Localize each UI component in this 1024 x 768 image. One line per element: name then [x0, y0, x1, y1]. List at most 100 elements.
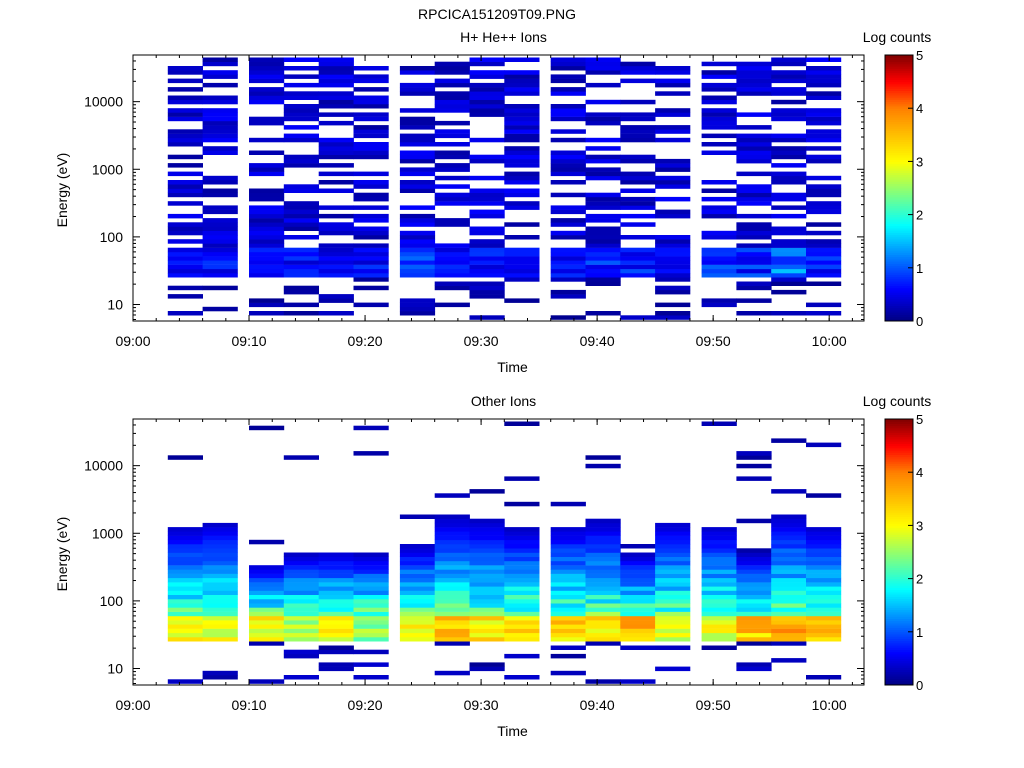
- heatmap-cell: [283, 637, 319, 642]
- heatmap-cell: [550, 57, 586, 62]
- heatmap-cell: [550, 268, 586, 274]
- heatmap-cell: [202, 108, 238, 113]
- heatmap-cell: [550, 247, 586, 253]
- colorbar-swatch: [885, 148, 913, 151]
- colorbar-swatch: [885, 150, 913, 154]
- colorbar-tick-label: 5: [916, 48, 923, 63]
- heatmap-cell: [701, 235, 737, 240]
- heatmap-cell: [771, 560, 807, 566]
- heatmap-cell: [655, 239, 691, 244]
- heatmap-cell: [655, 251, 691, 257]
- heatmap-cell: [655, 302, 691, 308]
- heatmap-cell: [771, 641, 807, 646]
- colorbar-swatch: [885, 117, 913, 120]
- x-tick-label: 09:00: [115, 333, 150, 349]
- colorbar-tick-label: 0: [916, 678, 923, 693]
- heatmap-cell: [701, 133, 737, 139]
- heatmap-cell: [504, 637, 540, 642]
- heatmap-cell: [283, 628, 319, 634]
- colorbar-swatch: [885, 425, 913, 429]
- heatmap-cell: [202, 218, 238, 223]
- heatmap-cell: [771, 239, 807, 244]
- heatmap-cell: [353, 552, 389, 557]
- heatmap-cell: [399, 137, 436, 143]
- heatmap-cell: [249, 137, 285, 143]
- colorbar-swatch: [885, 534, 913, 537]
- heatmap-cell: [318, 645, 354, 650]
- heatmap-cell: [353, 116, 389, 122]
- heatmap-cell: [434, 243, 470, 248]
- colorbar-swatch: [885, 265, 913, 269]
- heatmap-cell: [736, 285, 772, 291]
- heatmap-cell: [318, 188, 354, 193]
- heatmap-cell: [283, 653, 319, 659]
- heatmap-cell: [771, 273, 807, 278]
- heatmap-cell: [585, 607, 621, 612]
- heatmap-cell: [318, 582, 354, 587]
- heatmap-cell: [806, 222, 842, 227]
- heatmap-cell: [434, 641, 470, 646]
- heatmap-cell: [434, 670, 470, 676]
- y-tick-label: 100: [100, 593, 124, 609]
- heatmap-cell: [249, 163, 285, 168]
- heatmap-cell: [283, 624, 319, 629]
- heatmap-cell: [399, 306, 436, 312]
- heatmap-cell: [469, 230, 505, 236]
- heatmap-cell: [806, 260, 842, 265]
- heatmap-cell: [585, 552, 621, 557]
- heatmap-cell: [585, 264, 621, 270]
- heatmap-cell: [585, 539, 621, 545]
- heatmap-cell: [167, 268, 203, 274]
- heatmap-cell: [283, 615, 319, 621]
- colorbar-swatch: [885, 94, 913, 98]
- heatmap-cell: [167, 582, 203, 587]
- heatmap-cell: [283, 311, 319, 316]
- heatmap-cell: [167, 679, 203, 684]
- heatmap-cell: [620, 180, 656, 185]
- heatmap-cell: [620, 628, 656, 634]
- heatmap-cell: [550, 637, 586, 642]
- heatmap-cell: [550, 167, 586, 172]
- colorbar-swatch: [885, 430, 913, 433]
- heatmap-cell: [771, 171, 807, 177]
- heatmap-cell: [202, 556, 238, 562]
- heatmap-cell: [353, 607, 389, 612]
- heatmap-cell: [806, 632, 842, 638]
- colorbar-swatch: [885, 634, 913, 637]
- heatmap-cell: [283, 256, 319, 261]
- heatmap-cell: [469, 273, 505, 278]
- heatmap-cell: [806, 615, 842, 621]
- heatmap-cell: [399, 184, 436, 189]
- colorbar-swatch: [885, 485, 913, 489]
- heatmap-cell: [353, 192, 389, 198]
- colorbar-swatch: [885, 79, 913, 83]
- heatmap-cell: [736, 637, 772, 642]
- heatmap-cell: [469, 87, 505, 92]
- heatmap-cell: [771, 91, 807, 96]
- heatmap-cell: [620, 552, 656, 557]
- heatmap-cell: [620, 268, 656, 274]
- heatmap-cell: [655, 260, 691, 265]
- colorbar-swatch: [885, 540, 913, 544]
- heatmap-cell: [701, 421, 737, 426]
- heatmap-cell: [249, 603, 285, 608]
- colorbar-swatch: [885, 549, 913, 553]
- heatmap-cell: [504, 192, 540, 198]
- x-tick-label: 09:50: [696, 333, 731, 349]
- heatmap-cell: [701, 260, 737, 265]
- heatmap-cell: [434, 302, 470, 308]
- heatmap-cell: [202, 670, 238, 676]
- heatmap-cell: [620, 590, 656, 595]
- heatmap-cell: [806, 82, 842, 88]
- heatmap-cell: [504, 603, 540, 608]
- heatmap-cell: [434, 154, 470, 160]
- heatmap-cell: [202, 560, 238, 566]
- heatmap-cell: [283, 137, 319, 143]
- heatmap-cell: [318, 599, 354, 604]
- heatmap-cell: [202, 222, 238, 227]
- heatmap-cell: [585, 82, 621, 88]
- heatmap-cell: [504, 125, 540, 130]
- heatmap-cell: [202, 57, 238, 62]
- heatmap-cell: [736, 624, 772, 629]
